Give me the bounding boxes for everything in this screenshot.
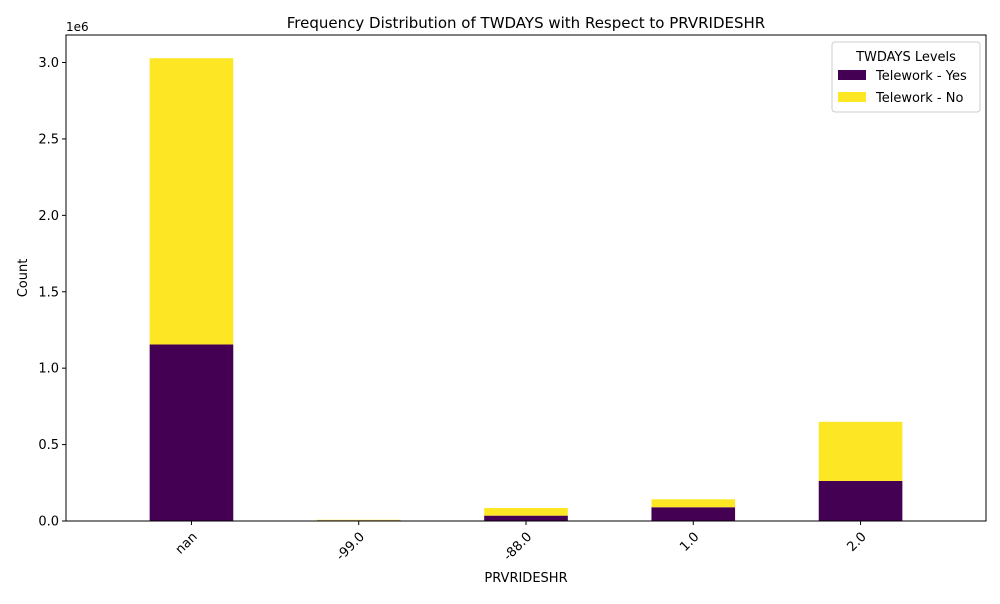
y-tick-label: 2.5: [38, 132, 59, 147]
bar-telework-yes: [651, 507, 735, 521]
y-tick-label: 1.5: [38, 285, 59, 300]
bars-layer: [150, 58, 903, 521]
bar-telework-no: [484, 508, 568, 516]
bar-telework-no: [819, 422, 903, 481]
y-offset-text: 1e6: [66, 20, 89, 34]
x-tick-label: -88.0: [501, 530, 535, 564]
y-axis-label: Count: [16, 259, 31, 298]
y-tick-label: 2.0: [38, 209, 59, 224]
bar-telework-yes: [819, 481, 903, 521]
chart-title: Frequency Distribution of TWDAYS with Re…: [287, 14, 765, 32]
x-tick-label: 1.0: [677, 530, 702, 555]
y-tick-label: 1.0: [38, 362, 59, 377]
legend-swatch-telework-no: [838, 92, 866, 102]
y-tick-label: 0.0: [38, 515, 59, 530]
y-ticks: 0.0 0.5 1.0 1.5 2.0 2.5 3.0: [38, 56, 66, 529]
x-ticks: nan -99.0 -88.0 1.0 2.0: [173, 521, 870, 564]
legend-label-telework-yes: Telework - Yes: [875, 69, 967, 84]
bar-telework-no: [150, 58, 234, 344]
y-tick-label: 0.5: [38, 438, 59, 453]
bar-telework-yes: [484, 516, 568, 521]
bar-telework-yes: [150, 344, 234, 521]
x-tick-label: nan: [173, 530, 201, 558]
legend-swatch-telework-yes: [838, 70, 866, 80]
legend-title: TWDAYS Levels: [855, 50, 956, 65]
bar-telework-no: [651, 499, 735, 507]
legend-label-telework-no: Telework - No: [875, 91, 963, 106]
x-tick-label: 2.0: [845, 530, 870, 555]
legend: TWDAYS Levels Telework - Yes Telework - …: [832, 42, 980, 112]
x-tick-label: -99.0: [334, 530, 368, 564]
x-axis-label: PRVRIDESHR: [484, 571, 567, 586]
y-tick-label: 3.0: [38, 56, 59, 71]
